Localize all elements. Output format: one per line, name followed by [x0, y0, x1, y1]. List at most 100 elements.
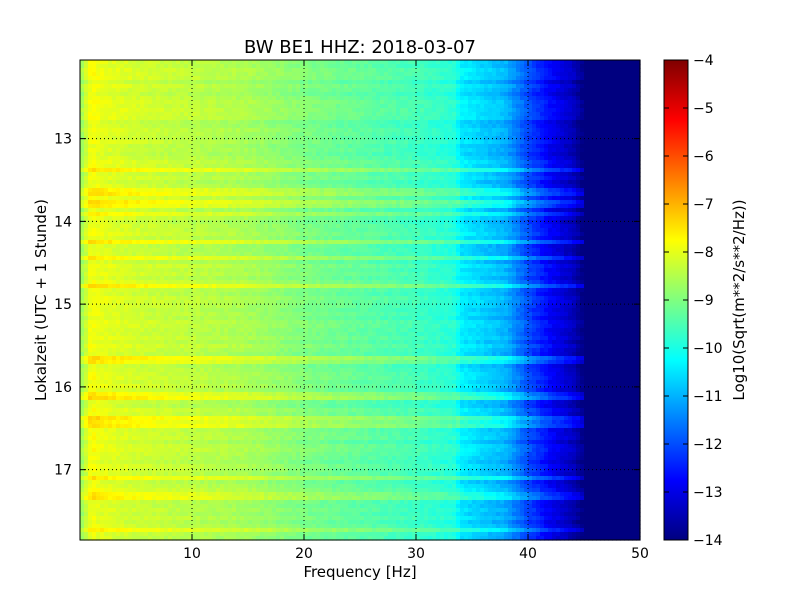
- heatmap-cell: [244, 68, 249, 73]
- heatmap-cell: [576, 116, 581, 121]
- heatmap-cell: [632, 156, 637, 161]
- heatmap-cell: [84, 60, 89, 65]
- heatmap-cell: [188, 64, 193, 69]
- heatmap-cell: [296, 152, 301, 157]
- heatmap-cell: [332, 72, 337, 77]
- heatmap-cell: [316, 68, 321, 73]
- heatmap-cell: [632, 188, 637, 193]
- heatmap-cell: [560, 96, 565, 101]
- heatmap-cell: [488, 136, 493, 141]
- heatmap-cell: [608, 64, 613, 69]
- heatmap-cell: [236, 200, 241, 205]
- heatmap-cell: [260, 128, 265, 133]
- heatmap-cell: [580, 92, 585, 97]
- heatmap-cell: [228, 96, 233, 101]
- heatmap-cell: [452, 136, 457, 141]
- heatmap-cell: [576, 160, 581, 165]
- heatmap-cell: [404, 188, 409, 193]
- heatmap-cell: [480, 148, 485, 153]
- heatmap-cell: [276, 152, 281, 157]
- heatmap-cell: [424, 88, 429, 93]
- heatmap-cell: [364, 64, 369, 69]
- heatmap-cell: [304, 60, 309, 65]
- heatmap-cell: [120, 80, 125, 85]
- heatmap-row: [80, 144, 641, 149]
- heatmap-cell: [304, 168, 309, 173]
- heatmap-cell: [532, 184, 537, 189]
- heatmap-cell: [228, 128, 233, 133]
- heatmap-cell: [616, 108, 621, 113]
- heatmap-cell: [132, 112, 137, 117]
- heatmap-row: [80, 108, 641, 113]
- heatmap-cell: [536, 180, 541, 185]
- heatmap-cell: [80, 112, 85, 117]
- heatmap-cell: [100, 140, 105, 145]
- heatmap-cell: [388, 152, 393, 157]
- heatmap-cell: [472, 116, 477, 121]
- heatmap-cell: [220, 88, 225, 93]
- heatmap-cell: [200, 144, 205, 149]
- heatmap-cell: [296, 192, 301, 197]
- heatmap-cell: [212, 88, 217, 93]
- heatmap-cell: [348, 84, 353, 89]
- heatmap-cell: [228, 192, 233, 197]
- heatmap-cell: [636, 188, 641, 193]
- heatmap-cell: [240, 144, 245, 149]
- heatmap-cell: [372, 140, 377, 145]
- heatmap-cell: [580, 144, 585, 149]
- heatmap-cell: [432, 176, 437, 181]
- heatmap-cell: [628, 156, 633, 161]
- heatmap-cell: [568, 96, 573, 101]
- heatmap-cell: [284, 104, 289, 109]
- heatmap-cell: [296, 68, 301, 73]
- heatmap-cell: [484, 196, 489, 201]
- heatmap-cell: [340, 160, 345, 165]
- heatmap-cell: [208, 168, 213, 173]
- heatmap-cell: [556, 132, 561, 137]
- heatmap-cell: [96, 92, 101, 97]
- heatmap-cell: [212, 148, 217, 153]
- heatmap-cell: [116, 152, 121, 157]
- heatmap-cell: [492, 124, 497, 129]
- heatmap-cell: [176, 96, 181, 101]
- heatmap-cell: [560, 104, 565, 109]
- heatmap-cell: [288, 88, 293, 93]
- heatmap-cell: [268, 124, 273, 129]
- heatmap-cell: [288, 120, 293, 125]
- heatmap-cell: [328, 104, 333, 109]
- heatmap-cell: [272, 148, 277, 153]
- heatmap-cell: [344, 80, 349, 85]
- heatmap-cell: [272, 84, 277, 89]
- heatmap-cell: [412, 96, 417, 101]
- heatmap-cell: [628, 184, 633, 189]
- heatmap-cell: [224, 172, 229, 177]
- heatmap-cell: [528, 100, 533, 105]
- heatmap-cell: [264, 76, 269, 81]
- heatmap-cell: [252, 120, 257, 125]
- heatmap-cell: [288, 84, 293, 89]
- heatmap-cell: [320, 84, 325, 89]
- heatmap-cell: [92, 176, 97, 181]
- heatmap-cell: [588, 196, 593, 201]
- heatmap-cell: [192, 184, 197, 189]
- heatmap-cell: [124, 136, 129, 141]
- heatmap-cell: [400, 112, 405, 117]
- heatmap-cell: [212, 200, 217, 205]
- heatmap-cell: [124, 196, 129, 201]
- heatmap-cell: [272, 92, 277, 97]
- heatmap-cell: [332, 108, 337, 113]
- heatmap-cell: [452, 180, 457, 185]
- heatmap-cell: [336, 72, 341, 77]
- heatmap-cell: [500, 144, 505, 149]
- heatmap-cell: [500, 184, 505, 189]
- heatmap-cell: [180, 132, 185, 137]
- heatmap-cell: [100, 136, 105, 141]
- heatmap-cell: [324, 152, 329, 157]
- heatmap-cell: [284, 176, 289, 181]
- heatmap-cell: [544, 140, 549, 145]
- heatmap-cell: [416, 152, 421, 157]
- heatmap-cell: [484, 140, 489, 145]
- heatmap-cell: [576, 76, 581, 81]
- heatmap-cell: [512, 132, 517, 137]
- heatmap-cell: [540, 64, 545, 69]
